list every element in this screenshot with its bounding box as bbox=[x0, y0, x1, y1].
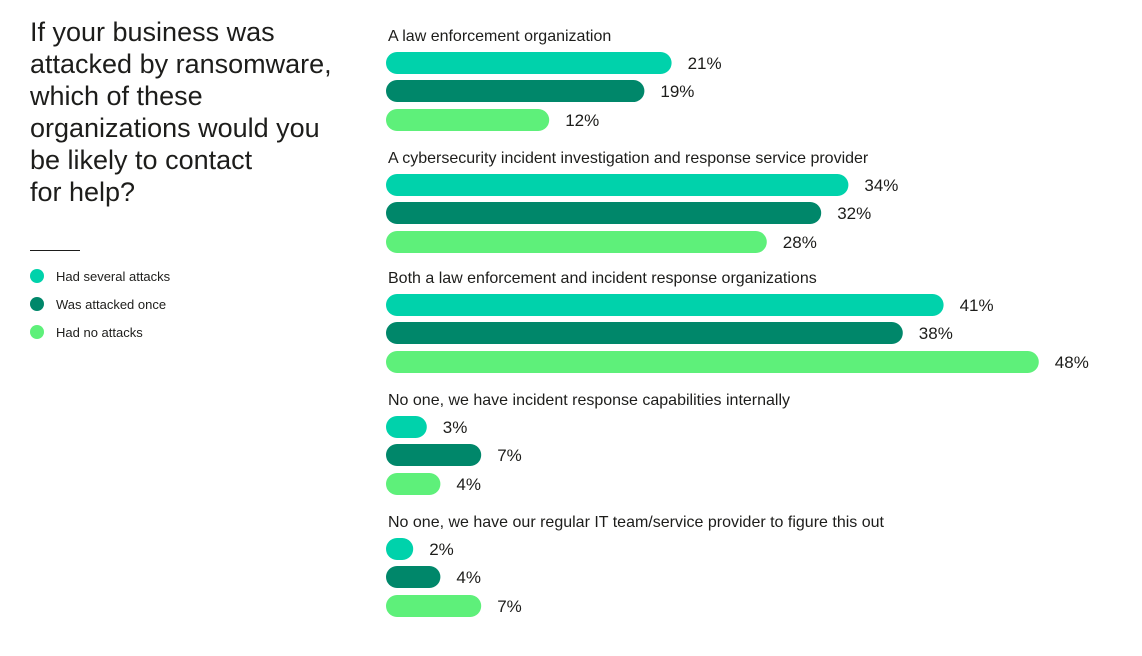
value-label-incident-response-provider-several-attacks: 34% bbox=[864, 176, 898, 195]
title-line: attacked by ransomware, bbox=[30, 49, 332, 79]
category-label-both-organizations: Both a law enforcement and incident resp… bbox=[388, 270, 817, 287]
bar-internal-capabilities-several-attacks bbox=[386, 416, 427, 438]
value-label-internal-capabilities-several-attacks: 3% bbox=[443, 418, 468, 437]
value-label-incident-response-provider-no-attacks: 28% bbox=[783, 233, 817, 252]
value-label-regular-it-team-several-attacks: 2% bbox=[429, 540, 454, 559]
legend-label: Was attacked once bbox=[56, 296, 167, 312]
value-label-law-enforcement-several-attacks: 21% bbox=[688, 54, 722, 73]
title-line: for help? bbox=[30, 177, 136, 207]
bar-internal-capabilities-attacked-once bbox=[386, 444, 482, 466]
value-label-both-organizations-no-attacks: 48% bbox=[1055, 353, 1089, 372]
legend-item-no-attacks: Had no attacks bbox=[30, 318, 170, 346]
value-label-incident-response-provider-attacked-once: 32% bbox=[837, 204, 871, 223]
value-label-internal-capabilities-attacked-once: 7% bbox=[497, 446, 522, 465]
bar-incident-response-provider-several-attacks bbox=[386, 174, 849, 196]
value-label-internal-capabilities-no-attacks: 4% bbox=[456, 475, 481, 494]
category-label-law-enforcement: A law enforcement organization bbox=[388, 28, 611, 45]
bar-internal-capabilities-no-attacks bbox=[386, 473, 441, 495]
legend-dot bbox=[30, 297, 44, 311]
legend-divider bbox=[30, 250, 80, 251]
bar-incident-response-provider-attacked-once bbox=[386, 202, 822, 224]
bar-law-enforcement-no-attacks bbox=[386, 109, 550, 131]
bar-regular-it-team-no-attacks bbox=[386, 595, 482, 617]
title-line: organizations would you bbox=[30, 113, 320, 143]
value-label-law-enforcement-attacked-once: 19% bbox=[660, 82, 694, 101]
value-label-regular-it-team-no-attacks: 7% bbox=[497, 597, 522, 616]
legend-item-attacked-once: Was attacked once bbox=[30, 290, 170, 318]
value-label-law-enforcement-no-attacks: 12% bbox=[565, 111, 599, 130]
legend-dot bbox=[30, 325, 44, 339]
bar-regular-it-team-several-attacks bbox=[386, 538, 414, 560]
title-line: If your business was bbox=[30, 17, 275, 47]
bar-regular-it-team-attacked-once bbox=[386, 566, 441, 588]
legend-dot bbox=[30, 269, 44, 283]
category-label-incident-response-provider: A cybersecurity incident investigation a… bbox=[388, 150, 869, 167]
legend: Had several attacks Was attacked once Ha… bbox=[30, 262, 170, 346]
bar-law-enforcement-attacked-once bbox=[386, 80, 645, 102]
legend-item-several-attacks: Had several attacks bbox=[30, 262, 170, 290]
bar-incident-response-provider-no-attacks bbox=[386, 231, 767, 253]
legend-label: Had several attacks bbox=[56, 268, 171, 284]
chart-title: If your business was attacked by ransomw… bbox=[30, 16, 360, 208]
value-label-regular-it-team-attacked-once: 4% bbox=[456, 568, 481, 587]
title-line: be likely to contact bbox=[30, 145, 253, 175]
title-line: which of these bbox=[30, 81, 203, 111]
value-label-both-organizations-several-attacks: 41% bbox=[960, 296, 994, 315]
bar-both-organizations-no-attacks bbox=[386, 351, 1039, 373]
bar-both-organizations-several-attacks bbox=[386, 294, 944, 316]
category-label-regular-it-team: No one, we have our regular IT team/serv… bbox=[388, 514, 885, 531]
bar-both-organizations-attacked-once bbox=[386, 322, 903, 344]
category-label-internal-capabilities: No one, we have incident response capabi… bbox=[388, 392, 790, 409]
legend-label: Had no attacks bbox=[56, 324, 143, 340]
value-label-both-organizations-attacked-once: 38% bbox=[919, 324, 953, 343]
bar-law-enforcement-several-attacks bbox=[386, 52, 672, 74]
